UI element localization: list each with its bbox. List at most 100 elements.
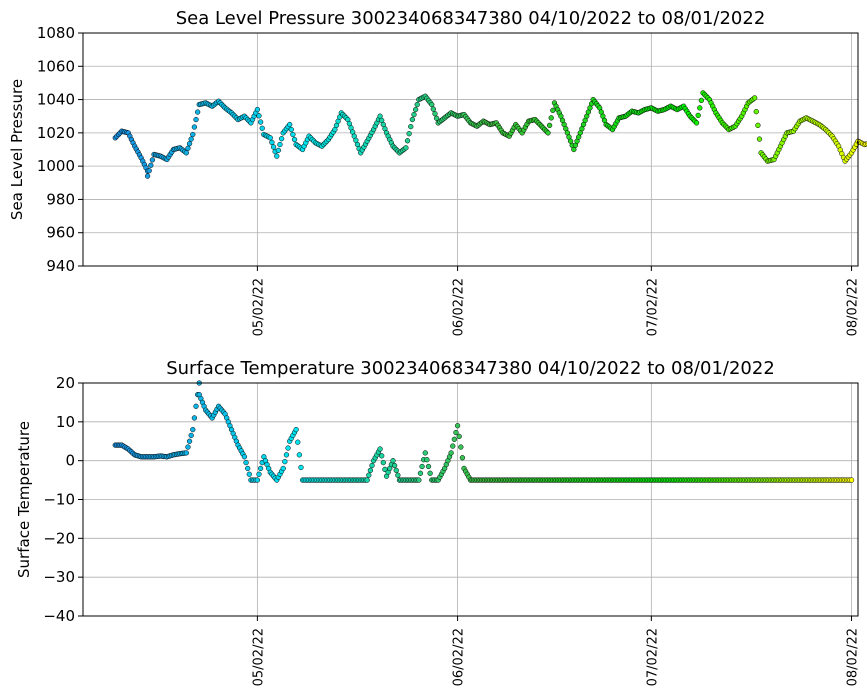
data-point xyxy=(191,415,198,421)
y-tick-label: 1000 xyxy=(37,157,75,175)
data-point xyxy=(450,443,456,449)
data-point xyxy=(298,464,304,471)
data-point xyxy=(545,130,551,136)
data-point xyxy=(194,109,201,115)
data-point xyxy=(257,119,264,125)
data-point xyxy=(267,135,273,141)
data-point xyxy=(280,465,286,472)
data-point xyxy=(756,136,763,142)
x-tick-label: 05/02/22 xyxy=(251,278,266,336)
data-point xyxy=(185,145,191,151)
data-point xyxy=(427,470,433,476)
x-tick-label: 06/02/22 xyxy=(452,628,467,686)
data-point xyxy=(277,141,283,148)
data-point xyxy=(254,106,261,113)
data-series xyxy=(112,90,867,179)
pressure-panel: 940 960 980 1000 1020 1040 1060 1080 05/02/22 06/… xyxy=(8,8,867,336)
data-point xyxy=(269,139,275,146)
data-point xyxy=(391,462,398,469)
data-point xyxy=(256,471,262,477)
data-point xyxy=(185,444,191,450)
data-point xyxy=(379,453,385,459)
data-point xyxy=(548,115,554,121)
data-point xyxy=(188,136,194,142)
data-point xyxy=(369,462,375,469)
data-point xyxy=(377,446,383,452)
data-point xyxy=(364,477,370,483)
data-point xyxy=(275,147,282,153)
chart-title: Sea Level Pressure 300234068347380 04/10… xyxy=(176,8,766,29)
data-point xyxy=(433,115,440,121)
y-tick-label: 10 xyxy=(56,413,75,431)
data-point xyxy=(430,106,437,112)
data-point xyxy=(403,145,409,151)
y-tick-label: −10 xyxy=(43,491,75,509)
data-point xyxy=(695,112,701,119)
data-point xyxy=(409,116,416,123)
x-tick-label: 07/02/22 xyxy=(645,278,660,336)
data-point xyxy=(459,455,466,461)
data-point xyxy=(144,173,151,179)
x-tick-label: 07/02/22 xyxy=(645,628,660,686)
data-point xyxy=(425,463,432,470)
data-point xyxy=(245,465,251,472)
data-point xyxy=(693,120,700,126)
y-tick-label: 1080 xyxy=(37,24,75,42)
data-point xyxy=(259,125,265,131)
data-point xyxy=(257,465,264,472)
data-point xyxy=(274,153,280,159)
y-tick-label: 20 xyxy=(56,374,75,392)
data-point xyxy=(243,459,249,466)
data-point xyxy=(393,467,399,474)
data-point xyxy=(408,123,414,130)
data-point xyxy=(456,433,462,440)
data-point xyxy=(149,157,156,163)
data-point xyxy=(188,432,194,439)
data-point xyxy=(454,423,461,429)
data-point xyxy=(293,426,299,433)
data-point xyxy=(367,467,374,474)
y-axis-label: Sea Level Pressure xyxy=(8,79,26,220)
x-tick-label: 08/02/22 xyxy=(846,278,861,336)
data-point xyxy=(146,168,152,174)
data-point xyxy=(432,111,438,117)
data-point xyxy=(546,122,553,129)
y-tick-label: 960 xyxy=(46,224,75,242)
data-point xyxy=(848,477,855,483)
data-point xyxy=(755,122,761,129)
data-point xyxy=(419,463,425,470)
data-point xyxy=(186,141,193,147)
data-point xyxy=(414,101,420,108)
data-point xyxy=(256,113,262,119)
data-point xyxy=(282,458,288,465)
data-point xyxy=(186,438,193,444)
data-point xyxy=(278,136,285,142)
data-point xyxy=(191,124,198,130)
data-point xyxy=(290,131,296,138)
data-point xyxy=(148,162,154,168)
data-point xyxy=(288,126,294,133)
data-point xyxy=(458,444,464,450)
data-point xyxy=(424,457,430,463)
data-point xyxy=(291,136,298,143)
x-tick-label: 05/02/22 xyxy=(251,628,266,686)
y-tick-label: −40 xyxy=(43,607,75,625)
data-point xyxy=(183,450,189,456)
plot-frame xyxy=(82,32,859,267)
data-point xyxy=(752,95,758,101)
data-point xyxy=(390,458,396,464)
data-point xyxy=(285,445,291,451)
data-point xyxy=(190,131,196,138)
temperature-panel: −40 −30 −20 −10 0 10 20 05/02/22 06/02/22 07/02/2… xyxy=(15,358,861,686)
data-point xyxy=(296,452,303,458)
data-point xyxy=(287,121,293,128)
data-point xyxy=(295,439,301,445)
x-tick-label: 08/02/22 xyxy=(846,628,861,686)
data-point xyxy=(193,403,199,409)
data-point xyxy=(246,471,252,477)
data-point xyxy=(190,426,196,433)
y-tick-label: 980 xyxy=(46,190,75,208)
data-point xyxy=(395,472,401,478)
data-point xyxy=(422,450,428,456)
